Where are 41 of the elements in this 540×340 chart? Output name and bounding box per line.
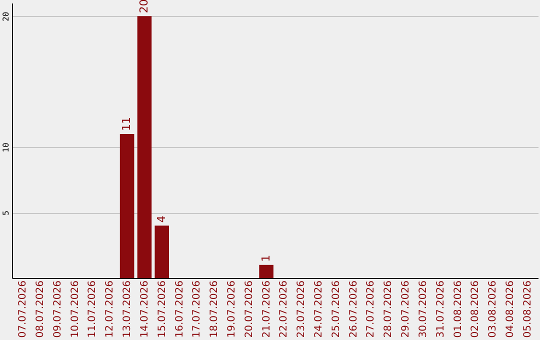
x-tick-label: 18.07.2026 — [209, 280, 220, 338]
data-label: 11 — [120, 116, 134, 131]
x-tick-label: 13.07.2026 — [122, 280, 134, 338]
x-tick-label: 19.07.2026 — [226, 280, 238, 338]
x-tick-label: 31.07.2026 — [435, 280, 446, 338]
data-label: 4 — [154, 216, 168, 223]
x-tick-label: 29.07.2026 — [400, 280, 412, 338]
x-tick-label: 25.07.2026 — [330, 280, 342, 338]
x-tick-label: 14.07.2026 — [139, 280, 150, 338]
data-label: 1 — [259, 254, 272, 262]
x-tick-label: 04.08.2026 — [504, 280, 516, 338]
x-tick-label: 17.07.2026 — [192, 280, 203, 338]
x-tick-label: 26.07.2026 — [348, 280, 360, 338]
bar — [154, 226, 169, 278]
x-tick-label: 10.07.2026 — [70, 280, 81, 338]
y-tick-label: 10 — [2, 142, 10, 152]
y-tick-label: 5 — [2, 210, 10, 216]
x-tick-label: 15.07.2026 — [156, 280, 168, 338]
y-tick-label: 20 — [2, 12, 10, 22]
x-tick-label: 03.08.2026 — [488, 280, 499, 338]
x-tick-label: 01.08.2026 — [452, 280, 464, 338]
x-tick-label: 20.07.2026 — [244, 280, 255, 338]
x-tick-label: 28.07.2026 — [383, 280, 394, 338]
x-tick-label: 21.07.2026 — [261, 280, 272, 338]
data-label: 20 — [137, 0, 150, 14]
x-tick-label: 11.07.2026 — [87, 280, 98, 338]
bar — [259, 264, 274, 278]
bar — [137, 16, 152, 278]
x-tick-label: 08.07.2026 — [35, 280, 46, 338]
x-tick-label: 27.07.2026 — [366, 280, 377, 338]
x-tick-label: 02.08.2026 — [470, 280, 482, 338]
x-tick-label: 16.07.2026 — [174, 280, 186, 338]
x-tick-label: 07.07.2026 — [18, 280, 29, 338]
x-tick-label: 23.07.2026 — [296, 280, 308, 338]
x-tick-label: 30.07.2026 — [418, 280, 429, 338]
x-tick-label: 05.08.2026 — [522, 280, 534, 338]
x-tick-label: 22.07.2026 — [278, 280, 290, 338]
x-tick-label: 09.07.2026 — [52, 280, 64, 338]
bar — [120, 134, 134, 278]
x-tick-label: 24.07.2026 — [314, 280, 325, 338]
x-tick-label: 12.07.2026 — [104, 280, 116, 338]
